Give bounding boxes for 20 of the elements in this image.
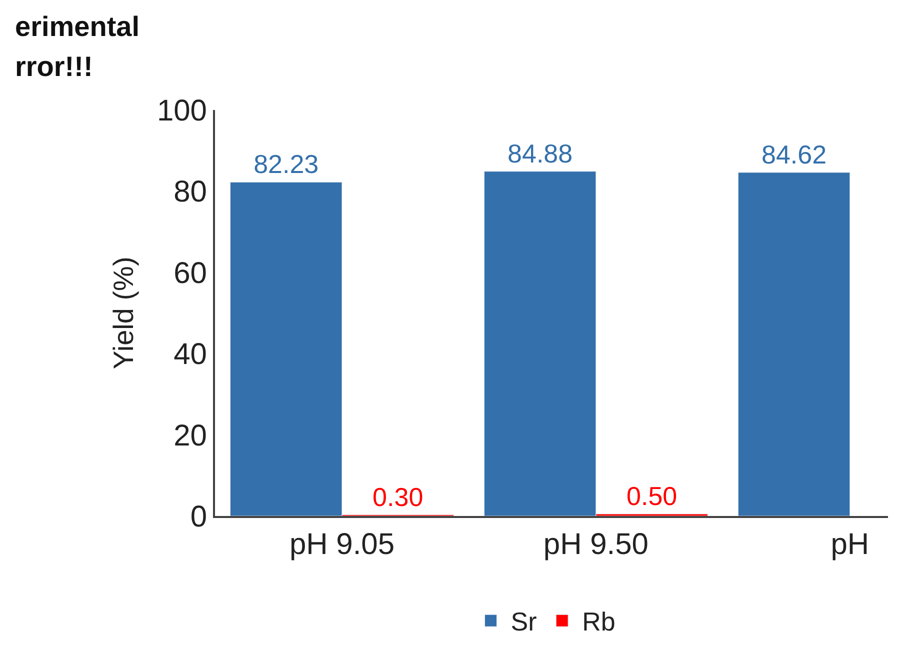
y-axis-title: Yield (%) [108, 256, 140, 370]
legend-label: Sr [510, 606, 538, 637]
x-tick-label: pH 9.50 [543, 528, 648, 561]
y-tick-label: 20 [174, 419, 207, 452]
data-label: 84.62 [761, 139, 827, 170]
y-tick-label: 60 [174, 256, 207, 290]
x-tick-label: pH [830, 528, 870, 561]
data-label: 0.30 [372, 482, 424, 512]
bar [738, 172, 850, 516]
data-label: 0.50 [626, 480, 678, 511]
legend-label: Rb [582, 606, 616, 637]
y-tick-label: 100 [156, 94, 207, 128]
text: erimental [15, 11, 140, 42]
y-tick-label: 40 [174, 338, 207, 372]
y-tick-label: 80 [174, 176, 207, 209]
x-tick-label: pH 9.05 [289, 528, 395, 561]
text: rror!!! [15, 51, 93, 82]
y-tick-label: 0 [190, 500, 207, 534]
data-label: 84.88 [508, 138, 573, 168]
data-label: 82.23 [254, 149, 319, 180]
